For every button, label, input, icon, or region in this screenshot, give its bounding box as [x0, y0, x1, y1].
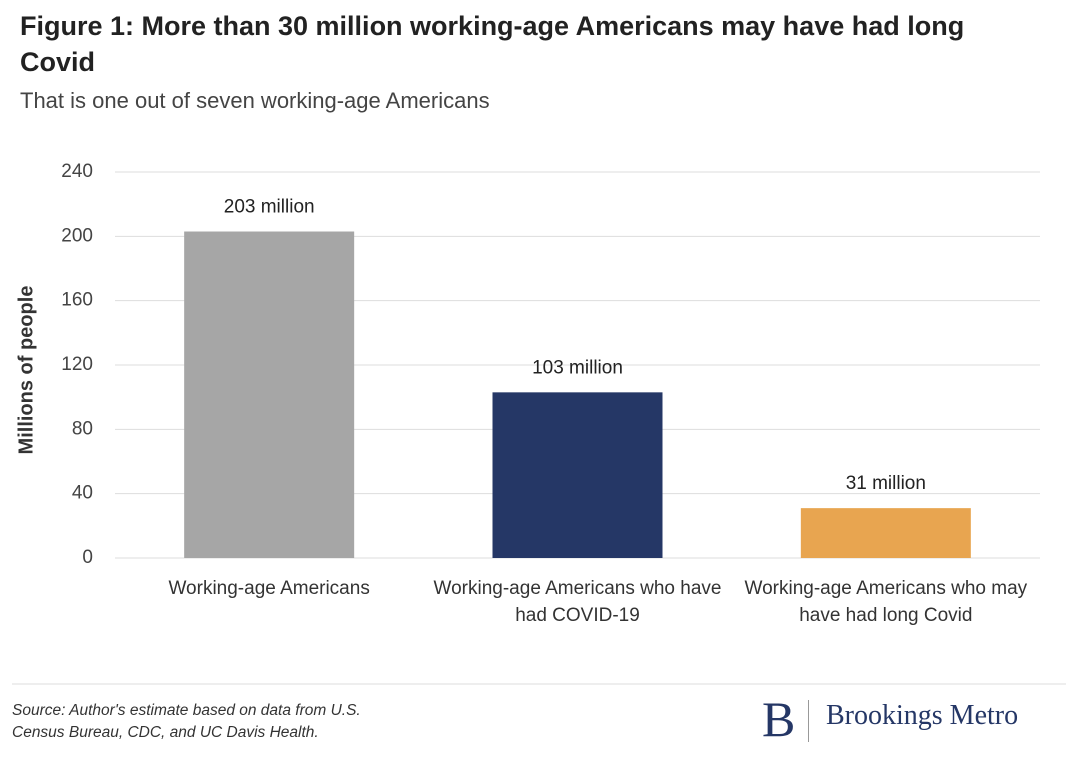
- x-tick-label: Working-age Americans: [168, 578, 370, 599]
- x-tick-label: Working-age Americans who have had COVID…: [433, 578, 722, 626]
- y-tick-label: 120: [61, 354, 93, 375]
- chart-subtitle: That is one out of seven working-age Ame…: [20, 88, 490, 113]
- y-tick-label: 0: [82, 547, 93, 568]
- x-tick-label: Working-age Americans who may have had l…: [744, 578, 1028, 626]
- chart-title: Figure 1: More than 30 million working-a…: [20, 11, 965, 77]
- y-tick-label: 80: [72, 418, 93, 439]
- y-tick-label: 240: [61, 161, 93, 182]
- value-label: 203 million: [224, 197, 315, 218]
- value-label: 31 million: [846, 473, 926, 494]
- logo-text: Brookings Metro: [826, 700, 1019, 731]
- y-axis-label: Millions of people: [15, 286, 37, 455]
- logo-divider: [808, 700, 809, 742]
- value-label: 103 million: [532, 357, 623, 378]
- bar: [492, 392, 663, 558]
- logo-mark: B: [762, 691, 796, 747]
- y-tick-label: 200: [61, 225, 93, 246]
- y-tick-label: 160: [61, 290, 93, 311]
- bar: [800, 508, 971, 558]
- bar: [184, 231, 355, 558]
- source-note: Source: Author's estimate based on data …: [12, 702, 361, 741]
- y-tick-label: 40: [72, 483, 93, 504]
